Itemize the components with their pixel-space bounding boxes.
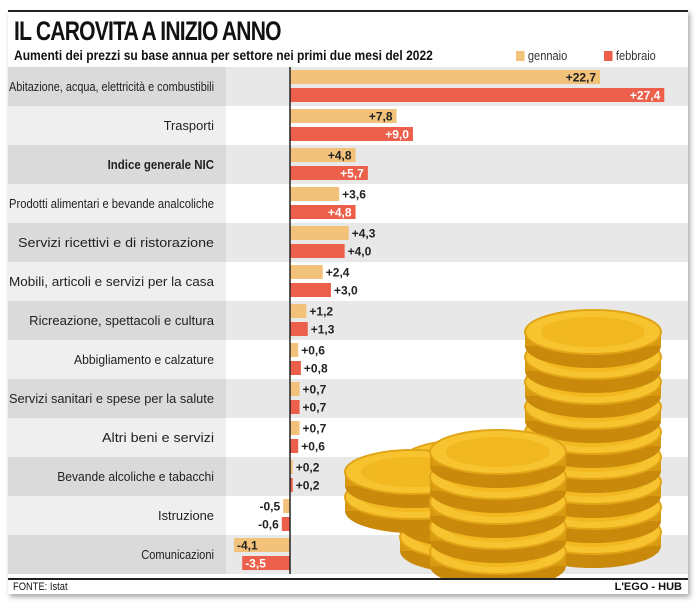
row-label-bg [8, 457, 226, 496]
data-label: +4,8 [328, 149, 352, 163]
data-label: +3,6 [342, 188, 366, 202]
data-label: +7,8 [369, 110, 393, 124]
bar-gennaio [283, 499, 290, 513]
data-label: +3,0 [334, 284, 358, 298]
row-label-bg [8, 223, 226, 262]
data-label: +0,6 [301, 440, 325, 454]
legend-label: febbraio [615, 48, 656, 63]
row-label-bg [8, 145, 226, 184]
data-label: +0,7 [303, 383, 327, 397]
row-label-bg [8, 535, 226, 574]
category-label: Prodotti alimentari e bevande analcolich… [9, 197, 214, 211]
bar-febbraio [290, 244, 345, 258]
bar-chart: Abitazione, acqua, elettricità e combust… [8, 67, 688, 578]
bar-gennaio [290, 421, 300, 435]
bar-gennaio [290, 109, 397, 123]
data-label: +4,8 [328, 206, 352, 220]
row-label-bg [8, 496, 226, 535]
coin-icon-face [541, 317, 645, 347]
infographic: IL CAROVITA A INIZIO ANNO Aumenti dei pr… [8, 10, 688, 594]
bar-febbraio [290, 478, 293, 492]
bar-febbraio [281, 517, 290, 531]
coin-icon-face [446, 437, 550, 467]
bar-gennaio [290, 343, 299, 357]
brand: L'EGO - HUB [614, 581, 682, 593]
category-label: Comunicazioni [141, 548, 214, 562]
legend-gennaio: gennaio [516, 48, 567, 63]
category-label: Ricreazione, spettacoli e cultura [29, 314, 214, 328]
bar-gennaio [290, 148, 356, 162]
category-label: Servizi sanitari e spese per la salute [9, 392, 214, 406]
page-title: IL CAROVITA A INIZIO ANNO [14, 16, 282, 46]
legend-febbraio: febbraio [604, 48, 656, 63]
bar-febbraio [290, 205, 356, 219]
data-label: +0,2 [296, 479, 320, 493]
bar-gennaio [290, 382, 300, 396]
bar-febbraio [290, 361, 301, 375]
row-label-bg [8, 184, 226, 223]
category-label: Abitazione, acqua, elettricità e combust… [9, 80, 214, 94]
category-label: Indice generale NIC [108, 158, 214, 172]
data-label: -3,5 [245, 557, 266, 571]
category-label: Abbigliamento e calzature [74, 353, 214, 367]
data-label: +0,6 [301, 344, 325, 358]
bar-gennaio [290, 460, 293, 474]
bar-febbraio [290, 166, 368, 180]
legend-label: gennaio [527, 48, 568, 63]
row-label-bg [8, 340, 226, 379]
footer: FONTE: Istat L'EGO - HUB [8, 578, 688, 593]
row-label-bg [8, 262, 226, 301]
data-label: +0,2 [296, 461, 320, 475]
category-label: Bevande alcoliche e tabacchi [57, 470, 214, 484]
data-label: +5,7 [340, 167, 364, 181]
source: FONTE: Istat [13, 581, 68, 593]
legend-swatch [516, 50, 525, 61]
subtitle: Aumenti dei prezzi su base annua per set… [14, 47, 433, 63]
data-label: +4,3 [352, 227, 376, 241]
bar-febbraio [290, 439, 299, 453]
row-label-bg [8, 418, 226, 457]
bar-gennaio [290, 226, 349, 240]
data-label: +9,0 [385, 128, 409, 142]
bar-gennaio [233, 538, 290, 552]
bar-gennaio [290, 187, 340, 201]
data-label: +2,4 [326, 266, 350, 280]
bar-febbraio [290, 322, 308, 336]
data-label: -0,5 [259, 500, 280, 514]
row-label-bg [8, 301, 226, 340]
data-label: +0,7 [303, 401, 327, 415]
row-label-bg [8, 106, 226, 145]
bar-gennaio [290, 304, 307, 318]
category-label: Trasporti [164, 119, 214, 133]
data-label: +27,4 [630, 89, 661, 103]
bar-febbraio [290, 88, 665, 102]
bar-febbraio [290, 283, 331, 297]
bar-febbraio [290, 400, 300, 414]
bar-febbraio [290, 127, 413, 141]
category-label: Servizi ricettivi e di ristorazione [18, 236, 214, 250]
category-label: Altri beni e servizi [102, 431, 214, 445]
bar-gennaio [290, 70, 601, 84]
category-label: Mobili, articoli e servizi per la casa [9, 275, 214, 289]
data-label: +4,0 [348, 245, 372, 259]
row-label-bg [8, 67, 226, 106]
legend-swatch [604, 50, 613, 61]
data-label: +1,3 [311, 323, 335, 337]
row-label-bg [8, 379, 226, 418]
bar-gennaio [290, 265, 323, 279]
data-label: +1,2 [309, 305, 333, 319]
bar-febbraio [242, 556, 290, 570]
data-label: +0,7 [303, 422, 327, 436]
data-label: -4,1 [237, 539, 258, 553]
data-label: +22,7 [566, 71, 597, 85]
data-label: +0,8 [304, 362, 328, 376]
data-label: -0,6 [258, 518, 279, 532]
category-label: Istruzione [158, 509, 214, 523]
